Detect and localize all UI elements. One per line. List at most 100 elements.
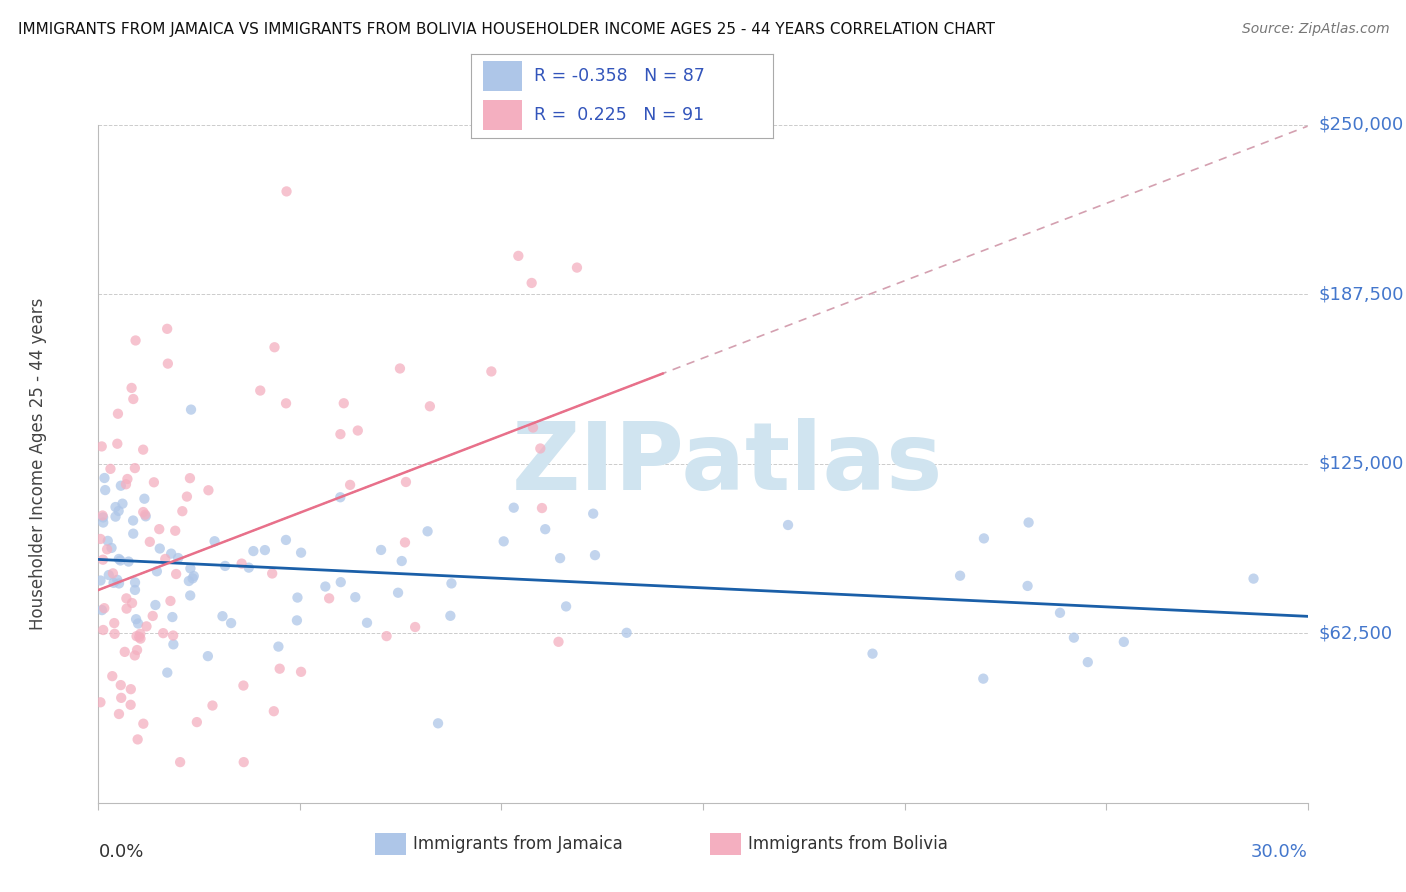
Point xyxy=(110,690,132,705)
Point xyxy=(104,509,127,524)
Point xyxy=(162,637,184,651)
Point xyxy=(117,472,139,486)
Point xyxy=(120,698,142,712)
Point xyxy=(232,755,254,769)
Text: IMMIGRANTS FROM JAMAICA VS IMMIGRANTS FROM BOLIVIA HOUSEHOLDER INCOME AGES 25 - : IMMIGRANTS FROM JAMAICA VS IMMIGRANTS FR… xyxy=(18,22,995,37)
Point xyxy=(346,424,368,438)
Point xyxy=(520,276,543,290)
Point xyxy=(214,558,236,573)
Point xyxy=(142,609,165,624)
Point xyxy=(329,427,352,442)
Point xyxy=(269,662,291,676)
Point xyxy=(547,635,569,649)
Point xyxy=(160,547,183,561)
Point xyxy=(91,510,114,524)
Text: Immigrants from Bolivia: Immigrants from Bolivia xyxy=(748,835,948,853)
Point xyxy=(416,524,439,539)
Point xyxy=(114,645,136,659)
Point xyxy=(127,732,149,747)
Point xyxy=(179,589,201,603)
Point xyxy=(148,522,170,536)
Point xyxy=(1077,655,1099,669)
Point xyxy=(197,649,219,664)
Point xyxy=(492,534,515,549)
Point xyxy=(242,544,264,558)
Point xyxy=(139,534,162,549)
Point xyxy=(181,571,204,585)
Point xyxy=(104,627,127,641)
Point xyxy=(318,591,340,606)
Point xyxy=(502,500,524,515)
Point xyxy=(949,568,972,582)
Point xyxy=(120,682,142,697)
Point xyxy=(1063,631,1085,645)
Point xyxy=(404,620,426,634)
Point xyxy=(107,407,129,421)
Point xyxy=(274,533,297,547)
Point xyxy=(155,552,177,566)
Text: $250,000: $250,000 xyxy=(1319,116,1405,134)
Point xyxy=(124,582,146,597)
Point xyxy=(204,534,226,549)
Point xyxy=(124,461,146,475)
Point xyxy=(179,471,201,485)
Text: ZIPatlas: ZIPatlas xyxy=(512,417,943,510)
Point xyxy=(276,185,298,199)
Point xyxy=(132,716,155,731)
Point xyxy=(111,497,134,511)
Point xyxy=(583,548,606,562)
Text: $62,500: $62,500 xyxy=(1319,624,1393,642)
Point xyxy=(89,695,111,709)
Point xyxy=(186,715,208,730)
Point xyxy=(91,516,114,530)
Point xyxy=(122,526,145,541)
Point xyxy=(100,541,122,555)
Point xyxy=(159,594,181,608)
Point xyxy=(616,625,638,640)
Point xyxy=(439,608,461,623)
Point xyxy=(249,384,271,398)
Text: Householder Income Ages 25 - 44 years: Householder Income Ages 25 - 44 years xyxy=(30,298,46,630)
Point xyxy=(344,590,367,604)
Point xyxy=(263,704,285,718)
Point xyxy=(329,490,352,504)
Point xyxy=(91,508,114,523)
Point xyxy=(479,364,502,378)
Point xyxy=(285,613,308,627)
Point xyxy=(263,340,285,354)
Point xyxy=(125,629,148,643)
Point xyxy=(124,334,146,348)
Point xyxy=(156,357,179,371)
Point xyxy=(129,627,152,641)
Point xyxy=(110,678,132,692)
Point xyxy=(165,524,187,538)
Point xyxy=(356,615,378,630)
Point xyxy=(105,573,128,587)
Point xyxy=(103,616,125,631)
Text: R =  0.225   N = 91: R = 0.225 N = 91 xyxy=(534,106,704,124)
Text: $125,000: $125,000 xyxy=(1319,455,1405,473)
Point xyxy=(107,504,129,518)
Point xyxy=(180,402,202,417)
Point xyxy=(124,648,146,663)
Point xyxy=(132,505,155,519)
Point xyxy=(582,507,605,521)
Point xyxy=(176,490,198,504)
Point xyxy=(388,361,411,376)
Point xyxy=(108,576,131,591)
Point xyxy=(314,580,336,594)
FancyBboxPatch shape xyxy=(484,100,523,130)
Point xyxy=(101,669,124,683)
Point xyxy=(177,574,200,588)
Point xyxy=(142,475,165,490)
Point xyxy=(267,640,290,654)
FancyBboxPatch shape xyxy=(484,62,523,91)
Point xyxy=(395,475,418,489)
Point xyxy=(97,568,120,582)
Point xyxy=(179,561,201,575)
Point xyxy=(149,541,172,556)
Text: R = -0.358   N = 87: R = -0.358 N = 87 xyxy=(534,67,706,85)
Point xyxy=(387,585,409,599)
Point xyxy=(125,643,148,657)
Point xyxy=(508,249,530,263)
